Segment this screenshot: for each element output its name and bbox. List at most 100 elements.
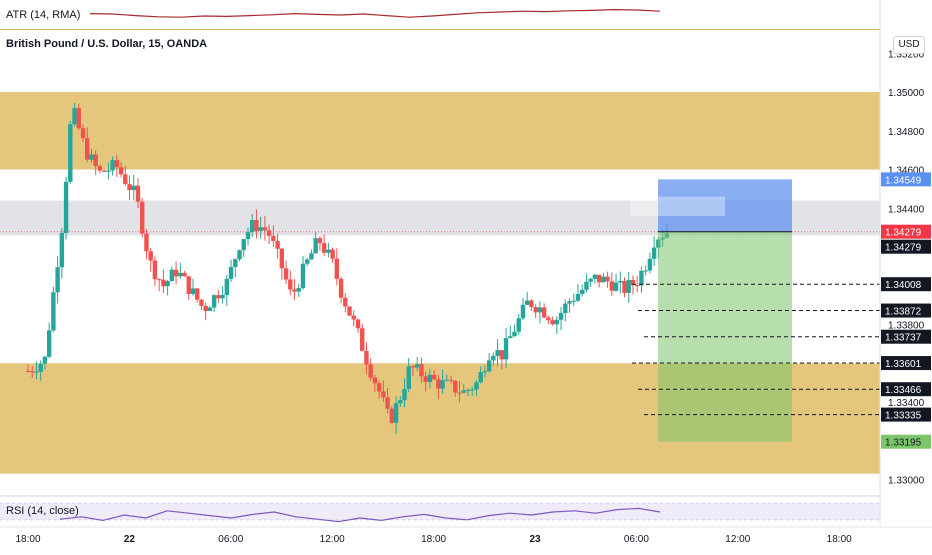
price-level-tag — [881, 356, 931, 371]
time-tick-label: 18:00 — [827, 534, 852, 545]
rsi-band — [0, 503, 880, 520]
candle-body — [580, 289, 585, 294]
candle-body — [275, 240, 280, 249]
candle-body — [313, 238, 318, 254]
candle-body — [250, 220, 255, 233]
candle-body — [495, 350, 500, 356]
candle-body — [72, 108, 77, 125]
time-axis — [0, 527, 932, 550]
candle-body — [520, 304, 526, 319]
candle-body — [482, 371, 488, 373]
candle-body — [233, 259, 238, 268]
candle-body — [355, 319, 361, 329]
candle-body — [203, 305, 208, 311]
candle-body — [211, 295, 217, 308]
candle-body — [182, 272, 187, 277]
rsi-indicator-label[interactable]: RSI (14, close) — [6, 505, 79, 517]
price-level-label: 1.33872 — [885, 307, 922, 318]
candle-body — [512, 331, 517, 337]
candle-body — [254, 220, 259, 231]
time-tick-label: 22 — [124, 534, 136, 545]
candle-body — [364, 350, 369, 365]
candle-body — [575, 293, 581, 301]
candle-body — [427, 374, 433, 382]
candle-body — [156, 279, 162, 281]
candle-body — [558, 312, 564, 320]
price-level-tag — [881, 172, 931, 187]
price-tick-label: 1.35000 — [888, 88, 925, 99]
candle-body — [207, 307, 213, 311]
candle-body — [241, 239, 246, 251]
price-level-label: 1.34549 — [885, 175, 922, 186]
price-level-label: 1.33737 — [885, 333, 922, 344]
candle-body — [402, 388, 407, 401]
time-tick-label: 23 — [529, 534, 541, 545]
candle-body — [161, 279, 166, 287]
candle-body — [106, 170, 111, 172]
candle-body — [279, 248, 285, 269]
candle-body — [393, 403, 399, 423]
candle-body — [148, 251, 153, 261]
candle-body — [25, 371, 31, 372]
price-level-tag — [881, 224, 931, 239]
candle-body — [415, 364, 420, 368]
candle-body — [541, 307, 547, 318]
candles-group — [25, 102, 670, 435]
candle-body — [186, 276, 191, 294]
candle-body — [216, 295, 221, 299]
candle-body — [237, 250, 242, 260]
candle-body — [59, 232, 65, 268]
candle-body — [343, 297, 348, 307]
candle-body — [245, 232, 251, 240]
candle-body — [127, 184, 132, 191]
time-tick-label: 12:00 — [725, 534, 750, 545]
candle-body — [271, 235, 276, 241]
candle-body — [503, 338, 509, 360]
price-level-label: 1.34279 — [885, 243, 922, 254]
price-level-label: 1.33195 — [885, 438, 922, 449]
price-level-tag — [881, 329, 931, 344]
candle-body — [110, 160, 115, 171]
candle-body — [135, 185, 141, 202]
candle-body — [444, 379, 450, 381]
candle-body — [140, 201, 145, 234]
candle-body — [436, 379, 441, 389]
candle-body — [85, 138, 90, 160]
candle-body — [305, 259, 310, 264]
candle-body — [309, 253, 314, 260]
candle-body — [42, 356, 48, 364]
candle-body — [605, 276, 610, 282]
price-level-label: 1.34279 — [885, 228, 922, 239]
candle-body — [283, 268, 289, 280]
candle-body — [529, 300, 534, 308]
candle-body — [457, 392, 462, 394]
candle-body — [453, 380, 458, 393]
price-level-tag — [881, 277, 931, 292]
candle-body — [338, 278, 344, 298]
candle-body — [334, 258, 340, 279]
candle-body — [80, 128, 86, 139]
symbol-title[interactable]: British Pound / U.S. Dollar, 15, OANDA — [6, 38, 208, 50]
price-tick-label: 1.33000 — [888, 476, 925, 487]
candle-body — [381, 391, 386, 398]
candle-body — [38, 363, 43, 372]
candle-body — [626, 279, 631, 293]
candle-body — [567, 301, 572, 304]
candle-body — [123, 174, 128, 185]
candle-body — [601, 276, 606, 283]
currency-badge[interactable]: USD — [893, 36, 925, 54]
atr-indicator-label[interactable]: ATR (14, RMA) — [6, 9, 81, 21]
price-level-label: 1.34008 — [885, 280, 922, 291]
candle-body — [228, 267, 234, 279]
candle-body — [639, 270, 644, 286]
stop-loss-box — [658, 179, 792, 232]
price-tick-label: 1.34400 — [888, 204, 925, 215]
candle-body — [169, 269, 175, 282]
candle-body — [499, 350, 505, 360]
rsi-line — [59, 507, 661, 523]
candle-body — [546, 317, 551, 321]
candle-body — [525, 300, 530, 305]
candle-body — [630, 279, 636, 286]
price-level-label: 1.33335 — [885, 411, 922, 422]
